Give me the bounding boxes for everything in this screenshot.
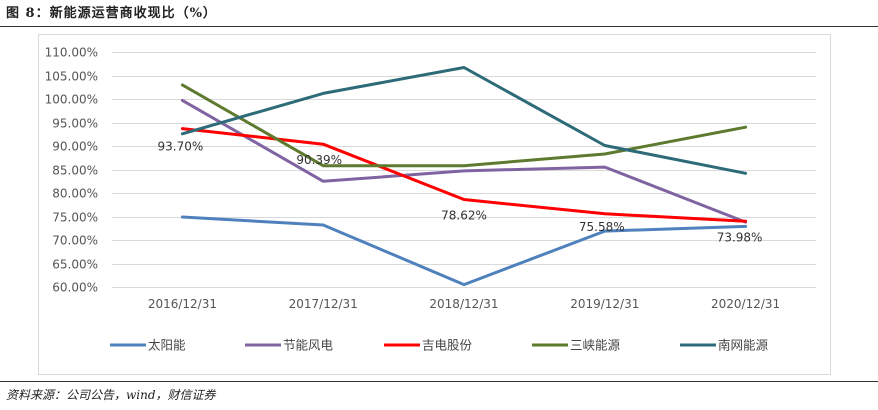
y-tick-label: 70.00% [52,234,98,248]
data-label: 75.58% [579,220,625,234]
y-tick-label: 110.00% [45,46,98,60]
series-line-三峡能源 [180,83,748,168]
legend-label: 三峡能源 [570,338,621,353]
figure-title: 图 8：新能源运营商收现比（%） [6,6,217,21]
series-line-太阳能 [180,215,748,287]
x-tick-label: 2018/12/31 [429,297,498,311]
y-tick-label: 90.00% [52,140,98,154]
y-tick-label: 60.00% [52,281,98,295]
y-tick-label: 80.00% [52,187,98,201]
x-tick-label: 2019/12/31 [570,297,639,311]
data-label: 73.98% [717,230,763,244]
series-lines [180,66,748,287]
y-tick-label: 75.00% [52,211,98,225]
top-rule [0,26,878,27]
grid-lines [112,52,816,288]
y-tick-label: 95.00% [52,117,98,131]
y-tick-label: 85.00% [52,164,98,178]
legend-label: 节能风电 [283,338,334,353]
series-line-节能风电 [180,98,748,224]
legend-label: 太阳能 [148,338,186,353]
y-tick-label: 100.00% [45,93,98,107]
y-tick-label: 65.00% [52,258,98,272]
data-label: 90.39% [296,153,342,167]
x-tick-label: 2016/12/31 [148,297,217,311]
bottom-rule [0,381,878,382]
data-label: 78.62% [441,208,487,222]
legend-label: 南网能源 [718,338,769,353]
legend: 太阳能 节能风电 吉电股份 三峡能源 南网能源 [110,338,769,353]
line-chart: 60.00% 65.00% 70.00% 75.00% 80.00% 85.00% 90.0… [38,34,831,375]
y-tick-label: 105.00% [45,70,98,84]
legend-label: 吉电股份 [422,338,473,353]
series-line-南网能源 [180,66,748,175]
data-labels: 93.70% 90.39% 78.62% 75.58% 73.98% [158,140,763,245]
x-tick-label: 2017/12/31 [289,297,358,311]
x-tick-label: 2020/12/31 [711,297,780,311]
data-label: 93.70% [158,140,204,154]
source-note: 资料来源：公司公告，wind，财信证券 [6,388,216,402]
chart-border [38,34,831,375]
x-axis-ticks: 2016/12/31 2017/12/31 2018/12/31 2019/12/31… [148,297,780,311]
y-axis-ticks: 60.00% 65.00% 70.00% 75.00% 80.00% 85.00% 90.0… [45,46,98,295]
